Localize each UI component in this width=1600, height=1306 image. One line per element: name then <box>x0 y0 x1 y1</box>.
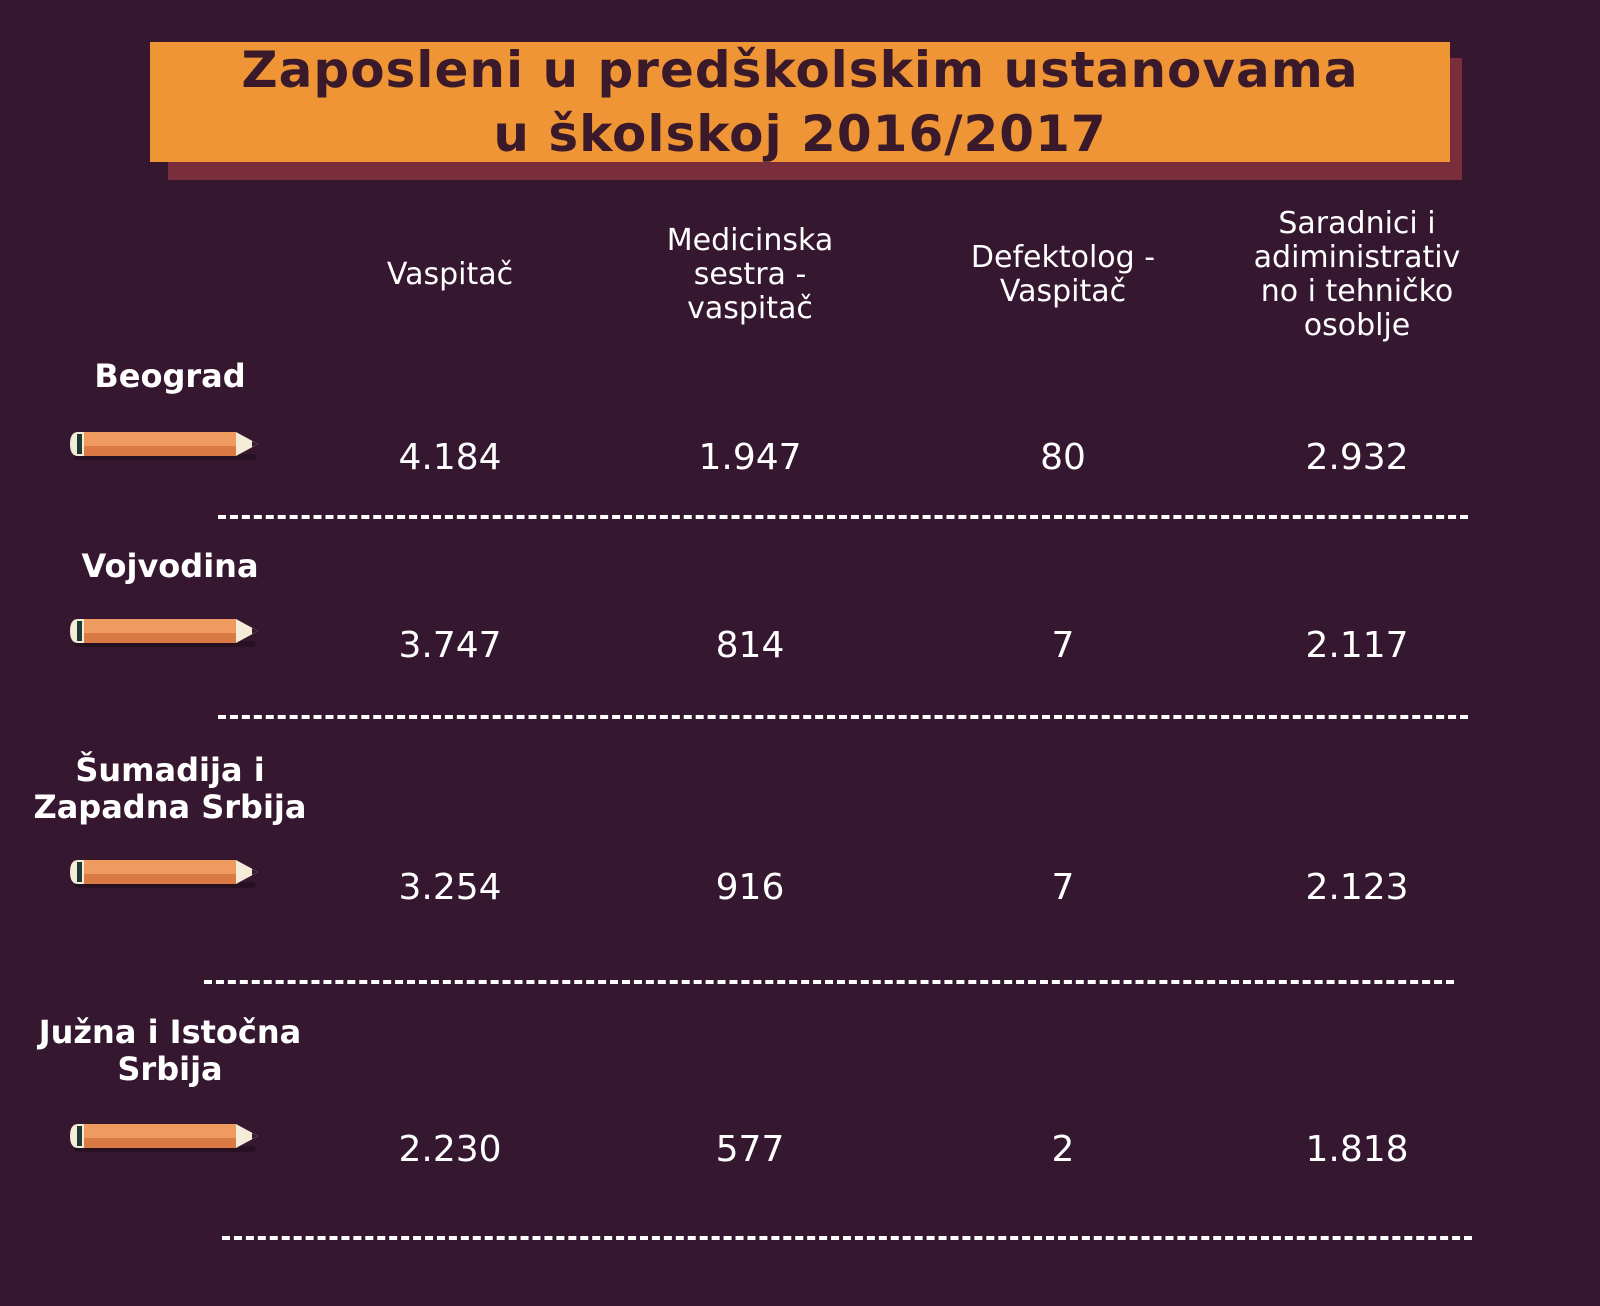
table-cell: 80 <box>1040 437 1086 478</box>
table-cell: 3.254 <box>398 867 502 908</box>
table-cell: 1.947 <box>698 437 802 478</box>
region-label-line: Beograd <box>94 357 246 395</box>
pencil-icon <box>68 856 260 890</box>
table-cell: 2.230 <box>398 1129 502 1170</box>
region-label: Šumadija i Zapadna Srbija <box>20 752 320 826</box>
column-header-line: Medicinska <box>666 223 834 258</box>
title-line-2: u školskoj 2016/2017 <box>493 105 1107 162</box>
column-header-text: Vaspitač <box>330 258 570 292</box>
column-header-line: Vaspitač <box>999 274 1127 309</box>
column-header-text: Saradnici i adiministrativ no i tehničko os… <box>1237 207 1477 343</box>
table-cell: 2.123 <box>1305 867 1409 908</box>
table-cell: 4.184 <box>398 437 502 478</box>
table-cell: 1.818 <box>1305 1129 1409 1170</box>
table-cell: 814 <box>715 625 785 666</box>
table-cell: 2.117 <box>1305 625 1409 666</box>
row-divider <box>222 1236 1472 1240</box>
table-cell: 2 <box>1051 1129 1075 1170</box>
table-cell: 2.932 <box>1305 437 1409 478</box>
row-divider <box>218 715 1468 719</box>
table-cell: 916 <box>715 867 785 908</box>
column-header-text: Defektolog - Vaspitač <box>943 241 1183 309</box>
region-label-line: Zapadna Srbija <box>33 788 307 826</box>
column-header-line: sestra - <box>693 257 807 292</box>
column-header-line: no i tehničko <box>1260 274 1454 309</box>
table-cell: 7 <box>1051 625 1075 666</box>
table-cell: 3.747 <box>398 625 502 666</box>
title-line-1: Zaposleni u predškolskim ustanovama <box>241 42 1359 99</box>
pencil-icon <box>68 615 260 649</box>
pencil-icon <box>68 428 260 462</box>
region-label: Južna i Istočna Srbija <box>20 1014 320 1088</box>
row-divider <box>218 515 1468 519</box>
region-label: Vojvodina <box>20 548 320 585</box>
column-header-line: Defektolog - <box>970 240 1156 275</box>
column-header-1: Vaspitač <box>330 195 570 355</box>
region-label-line: Južna i Istočna <box>38 1013 302 1051</box>
region-label-line: Srbija <box>117 1050 223 1088</box>
column-header-line: Saradnici i <box>1278 206 1436 241</box>
table-cell: 577 <box>715 1129 785 1170</box>
column-header-2: Medicinska sestra - vaspitač <box>630 195 870 355</box>
column-header-3: Defektolog - Vaspitač <box>943 195 1183 355</box>
table-cell: 7 <box>1051 867 1075 908</box>
region-label-line: Vojvodina <box>81 547 259 585</box>
column-header-line: vaspitač <box>687 291 813 326</box>
row-divider <box>204 980 1454 984</box>
region-label: Beograd <box>20 358 320 395</box>
title-banner: Zaposleni u predškolskim ustanovama u šk… <box>150 42 1450 162</box>
column-header-4: Saradnici i adiministrativ no i tehničko os… <box>1237 195 1477 355</box>
column-header-line: osoblje <box>1303 308 1411 343</box>
pencil-icon <box>68 1120 260 1154</box>
column-header-line: adiministrativ <box>1253 240 1461 275</box>
region-label-line: Šumadija i <box>75 751 265 789</box>
column-header-text: Medicinska sestra - vaspitač <box>630 224 870 326</box>
column-header-line: Vaspitač <box>386 257 514 292</box>
